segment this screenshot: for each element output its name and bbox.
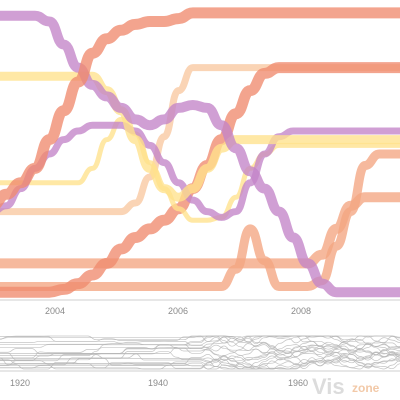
overview-x-tick-label: 1940 xyxy=(148,378,168,388)
overview-line xyxy=(0,341,400,356)
overview-line xyxy=(0,336,400,370)
overview-line xyxy=(0,335,400,364)
overview-x-tick-label: 1920 xyxy=(10,378,30,388)
overview-line xyxy=(0,335,400,370)
series-line[interactable] xyxy=(0,116,400,223)
overview-line xyxy=(0,352,400,370)
series-line[interactable] xyxy=(0,71,400,202)
watermark-logo: Vis xyxy=(312,374,345,399)
main-plot-area[interactable] xyxy=(0,7,400,298)
main-x-tick-label: 2004 xyxy=(45,306,65,316)
series-line[interactable] xyxy=(0,10,400,298)
series-line[interactable] xyxy=(0,192,400,269)
series-line[interactable] xyxy=(0,121,400,221)
overview-line xyxy=(0,335,400,350)
overview-line xyxy=(0,335,400,363)
main-x-tick-label: 2008 xyxy=(291,306,311,316)
watermark-logo-suffix: zone xyxy=(352,381,380,395)
overview-line xyxy=(0,336,400,358)
overview-line xyxy=(0,345,400,363)
overview-line xyxy=(0,348,400,370)
overview-x-tick-label: 1960 xyxy=(288,378,308,388)
overview-line xyxy=(0,335,400,361)
series-line[interactable] xyxy=(0,7,400,208)
overview-brush-strip[interactable] xyxy=(0,335,400,370)
overview-line xyxy=(0,342,400,369)
main-x-tick-label: 2006 xyxy=(168,306,188,316)
